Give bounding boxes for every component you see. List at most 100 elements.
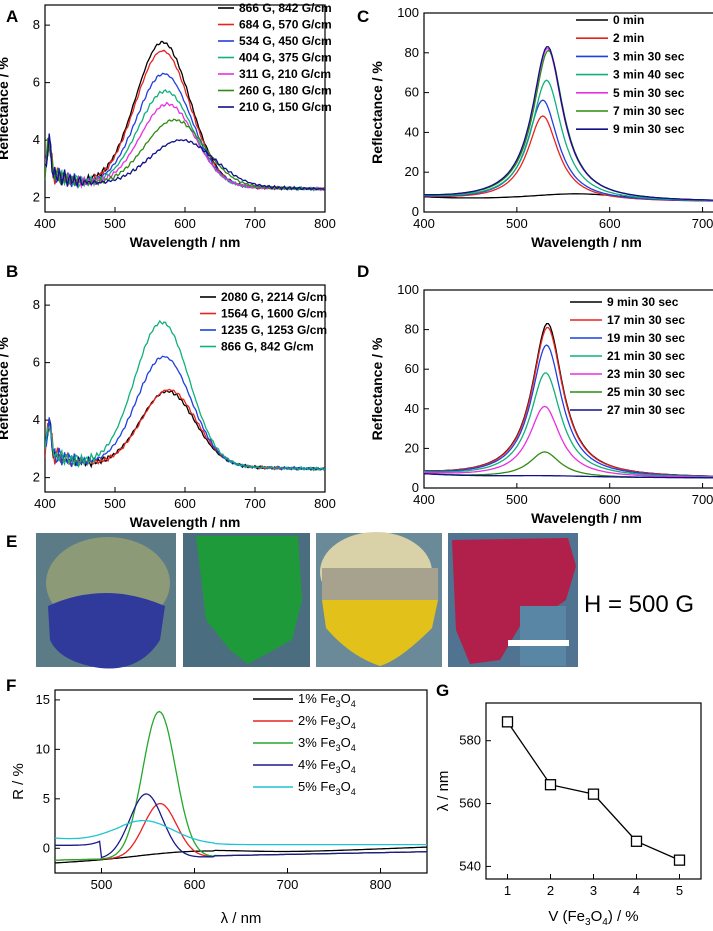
- label-part: 4% Fe: [298, 757, 336, 772]
- x-tick-label-b: 800: [314, 496, 336, 511]
- panel-label-e: E: [6, 532, 17, 551]
- series-line-f: [55, 710, 427, 861]
- legend-label-f: 3% Fe3O4: [298, 735, 356, 753]
- legend-label-d: 25 min 30 sec: [607, 385, 685, 399]
- panel-label-g: G: [436, 681, 449, 700]
- photo-3-film: [322, 600, 438, 666]
- y-tick-label-f: 10: [36, 741, 50, 756]
- series-line-b: [45, 355, 325, 471]
- y-tick-label-f: 15: [36, 692, 50, 707]
- y-tick-label-g: 580: [459, 733, 481, 748]
- panel-label-f: F: [6, 676, 16, 695]
- series-line-a: [45, 133, 325, 191]
- subscript: 4: [351, 743, 356, 753]
- legend-label-b: 1564 G, 1600 G/cm: [221, 307, 327, 321]
- legend-label-a: 404 G, 375 G/cm: [239, 51, 332, 65]
- data-point: [501, 716, 514, 728]
- y-tick-label-d: 100: [397, 282, 419, 297]
- photo-2-film: [196, 536, 302, 664]
- legend-label-c: 9 min 30 sec: [613, 122, 685, 136]
- y-axis-label-d: Reflectance / %: [369, 337, 385, 440]
- x-tick-label-c: 600: [599, 216, 621, 231]
- x-tick-label-b: 700: [244, 496, 266, 511]
- legend-label-c: 0 min: [613, 13, 644, 27]
- label-part: V (Fe: [548, 908, 585, 925]
- y-tick-label-b: 6: [33, 355, 40, 370]
- y-tick-label-b: 2: [33, 470, 40, 485]
- legend-label-f: 4% Fe3O4: [298, 757, 356, 775]
- x-axis-label-c: Wavelength / nm: [531, 234, 642, 250]
- label-part: O: [591, 908, 603, 925]
- panel-label-b: B: [6, 262, 18, 281]
- x-tick-label-c: 400: [413, 216, 435, 231]
- legend-label-a: 866 G, 842 G/cm: [239, 1, 332, 15]
- subscript: 3: [336, 787, 341, 797]
- y-tick-label-f: 0: [43, 840, 50, 855]
- x-tick-label-g: 2: [547, 883, 554, 898]
- panel-label-d: D: [357, 262, 369, 281]
- series-line-f: [55, 802, 427, 861]
- photo-4-corner: [520, 606, 566, 666]
- series-line-a: [45, 101, 325, 192]
- y-tick-label-c: 0: [412, 204, 419, 219]
- x-tick-label-f: 700: [277, 877, 299, 892]
- x-tick-label-g: 3: [590, 883, 597, 898]
- legend-label-c: 5 min 30 sec: [613, 86, 685, 100]
- plot-frame-f: [54, 689, 428, 874]
- subscript: 3: [585, 917, 591, 928]
- y-tick-label-a: 2: [33, 190, 40, 205]
- x-tick-label-d: 700: [692, 492, 713, 507]
- subscript: 4: [351, 699, 356, 709]
- subscript: 3: [336, 699, 341, 709]
- y-tick-label-a: 8: [33, 17, 40, 32]
- photo-1-film: [48, 593, 165, 669]
- x-tick-label-d: 600: [599, 492, 621, 507]
- legend-label-d: 9 min 30 sec: [607, 295, 679, 309]
- photo-3-band: [322, 568, 438, 600]
- subscript: 4: [602, 917, 608, 928]
- y-tick-label-d: 80: [405, 322, 419, 337]
- field-strength-label: H = 500 G: [584, 591, 694, 618]
- x-tick-label-d: 400: [413, 492, 435, 507]
- y-tick-label-g: 560: [459, 796, 481, 811]
- legend-label-a: 311 G, 210 G/cm: [239, 67, 331, 81]
- y-tick-label-c: 80: [405, 45, 419, 60]
- legend-label-d: 23 min 30 sec: [607, 367, 685, 381]
- legend-label-d: 17 min 30 sec: [607, 313, 685, 327]
- legend-label-f: 2% Fe3O4: [298, 713, 356, 731]
- series-line-d: [424, 322, 713, 477]
- label-part: O: [341, 779, 351, 794]
- x-axis-label-d: Wavelength / nm: [531, 510, 642, 526]
- x-axis-label-f: λ / nm: [221, 910, 262, 927]
- chart-b: 400 500 600 700 800 2 4 6 8 Reflectance / % Wavele…: [0, 284, 336, 530]
- legend-label-c: 7 min 30 sec: [613, 104, 685, 118]
- x-axis-label-g: V (Fe3O4) / %: [548, 908, 638, 928]
- x-tick-label-b: 600: [174, 496, 196, 511]
- series-line-b: [45, 319, 325, 472]
- x-tick-label-b: 500: [104, 496, 126, 511]
- y-axis-label-b: Reflectance / %: [0, 337, 11, 440]
- y-tick-label-c: 40: [405, 124, 419, 139]
- series-line-f: [55, 819, 427, 846]
- y-tick-label-c: 100: [397, 5, 419, 20]
- plot-frame-c: [423, 12, 713, 213]
- y-axis-label-c: Reflectance / %: [369, 61, 385, 164]
- y-tick-label-d: 0: [412, 480, 419, 495]
- legend-label-c: 2 min: [613, 31, 644, 45]
- x-tick-label-c: 500: [506, 216, 528, 231]
- y-tick-label-c: 60: [405, 85, 419, 100]
- subscript: 4: [351, 721, 356, 731]
- subscript: 3: [336, 765, 341, 775]
- plot-frame-d: [423, 289, 713, 489]
- legend-label-b: 1235 G, 1253 G/cm: [221, 323, 327, 337]
- chart-c: 400 500 600 700 0 20 40 60 80 100 Reflectance / % W…: [369, 5, 713, 250]
- x-tick-label-a: 400: [34, 216, 56, 231]
- y-tick-label-b: 8: [33, 297, 40, 312]
- photo-row: [36, 532, 578, 669]
- label-part: O: [341, 735, 351, 750]
- legend-label-b: 866 G, 842 G/cm: [221, 340, 314, 354]
- y-tick-label-b: 4: [33, 412, 40, 427]
- photo-4-film: [452, 538, 576, 664]
- legend-label-d: 27 min 30 sec: [607, 403, 685, 417]
